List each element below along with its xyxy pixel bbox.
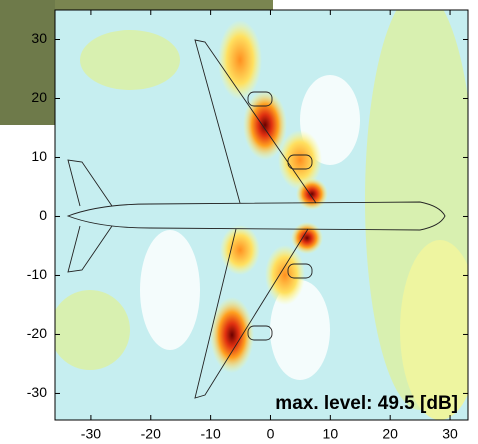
y-tick-label: -20 xyxy=(27,325,47,341)
green-region xyxy=(55,290,130,370)
x-tick-label: 0 xyxy=(267,426,275,442)
white-region xyxy=(140,230,200,350)
y-tick-label: -30 xyxy=(27,384,47,400)
warm-spot xyxy=(278,130,322,190)
heatmap-field xyxy=(55,10,468,420)
x-tick-label: -30 xyxy=(81,426,101,442)
y-tick-label: 30 xyxy=(31,30,47,46)
wing xyxy=(194,228,309,399)
fuselage xyxy=(66,201,446,231)
yellow-region xyxy=(400,240,468,420)
aircraft-outline xyxy=(66,39,446,399)
x-tick-label: -20 xyxy=(141,426,161,442)
plot-frame xyxy=(54,9,469,421)
x-tick-label: 10 xyxy=(323,426,339,442)
tail-plane xyxy=(67,225,113,273)
hot-spot xyxy=(291,222,323,254)
engine xyxy=(287,263,313,279)
annotation: max. level: 49.5 [dB] xyxy=(275,393,458,414)
wing xyxy=(194,39,317,204)
x-tick-label: 30 xyxy=(442,426,458,442)
y-tick-label: 20 xyxy=(31,89,47,105)
green-region xyxy=(80,30,180,90)
x-tick-label: 20 xyxy=(382,426,398,442)
warm-spot xyxy=(218,20,262,100)
engine xyxy=(247,325,273,341)
hot-spot xyxy=(296,178,328,210)
photo-fragment xyxy=(55,0,273,10)
y-tick-label: 10 xyxy=(31,148,47,164)
engine xyxy=(247,91,273,107)
hot-spot xyxy=(210,297,254,373)
warm-spot xyxy=(220,225,260,275)
photo-fragment xyxy=(0,0,55,125)
engine xyxy=(287,154,313,170)
hot-spot xyxy=(243,90,287,160)
y-tick-label: 0 xyxy=(39,207,47,223)
warm-spot xyxy=(265,245,305,305)
x-tick-label: -10 xyxy=(201,426,221,442)
y-tick-label: -10 xyxy=(27,266,47,282)
tail-plane xyxy=(67,159,113,207)
